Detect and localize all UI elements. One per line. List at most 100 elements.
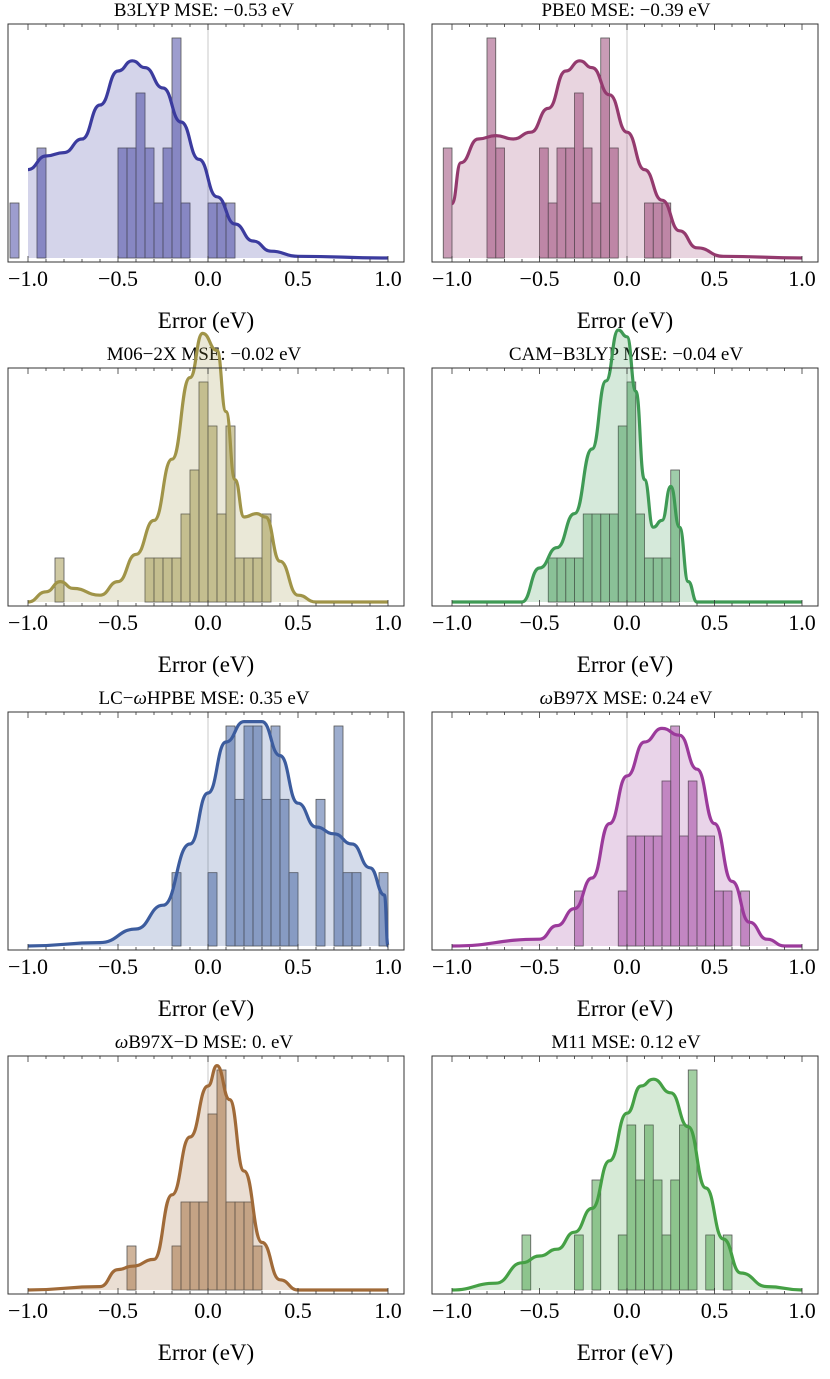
- density-area: [28, 60, 388, 258]
- density-area: [452, 330, 802, 602]
- x-tick-label: −0.5: [520, 954, 560, 979]
- x-tick-label: 1.0: [788, 954, 816, 979]
- x-tick-label: 0.5: [284, 1298, 312, 1323]
- chart-panel-5: LC−ωHPBE MSE: 0.35 eV −1.0 −0.5 0.0 0.5 1.0 Er…: [0, 688, 415, 1033]
- x-tick-label: −1.0: [8, 266, 48, 291]
- plot-frame: [7, 23, 405, 263]
- histogram-bar: [180, 202, 191, 259]
- x-axis-label: Error (eV): [577, 996, 673, 1021]
- density-curve: [451, 1077, 803, 1292]
- histogram-bar: [722, 1234, 733, 1291]
- x-tick-label: 0.5: [284, 610, 312, 635]
- x-tick-label: −0.5: [520, 610, 560, 635]
- x-tick-label: −1.0: [8, 1298, 48, 1323]
- chart-panel-2: PBE0 MSE: −0.39 eV −1.0 −0.5 0.0 0.5 1.0 Error…: [0, 0, 819, 345]
- chart-title: ωB97X−D MSE: 0. eV: [114, 1032, 294, 1053]
- x-tick-label: 0.5: [284, 266, 312, 291]
- x-tick-label: 1.0: [788, 266, 816, 291]
- histogram-bar: [207, 872, 218, 947]
- x-tick-label: −0.5: [98, 610, 138, 635]
- chart-title: ωB97X MSE: 0.24 eV: [539, 688, 713, 709]
- histogram-bar: [288, 872, 299, 947]
- density-area: [28, 721, 388, 946]
- x-axis-label: Error (eV): [577, 308, 673, 333]
- x-tick-label: 0.0: [613, 954, 641, 979]
- histogram-bar: [36, 147, 47, 259]
- histogram-bar: [609, 147, 619, 259]
- x-tick-label: −1.0: [432, 1298, 472, 1323]
- x-tick-label: 1.0: [374, 954, 402, 979]
- histogram-bar: [54, 557, 65, 603]
- x-tick-label: −1.0: [8, 610, 48, 635]
- x-axis-label: Error (eV): [577, 1340, 673, 1365]
- chart-svg: −1.0 −0.5 0.0 0.5 1.0 Error (eV): [7, 331, 405, 677]
- chart-title: M11 MSE: 0.12 eV: [551, 1032, 701, 1053]
- histogram-bar: [252, 1245, 263, 1291]
- histogram-bar: [9, 202, 20, 259]
- x-tick-label: 1.0: [374, 266, 402, 291]
- x-tick-label: 0.5: [701, 266, 729, 291]
- chart-svg: −1.0 −0.5 0.0 0.5 1.0 Error (eV): [7, 711, 405, 1021]
- x-tick-label: 0.0: [194, 954, 222, 979]
- histogram-bar: [705, 1234, 715, 1291]
- x-tick-label: −1.0: [432, 610, 472, 635]
- x-tick-label: 1.0: [374, 1298, 402, 1323]
- density-curve: [27, 1063, 388, 1292]
- x-tick-label: 1.0: [374, 610, 402, 635]
- plot-frame: [431, 1055, 819, 1295]
- histogram-bar: [495, 147, 505, 259]
- x-tick-label: −1.0: [432, 266, 472, 291]
- density-area: [28, 333, 388, 602]
- x-tick-label: 0.0: [194, 266, 222, 291]
- x-axis-label: Error (eV): [158, 308, 254, 333]
- x-axis-label: Error (eV): [158, 996, 254, 1021]
- plot-frame: [7, 1055, 405, 1295]
- density-curve: [450, 59, 803, 260]
- density-curve: [27, 720, 390, 948]
- histogram-bar: [670, 469, 680, 603]
- histogram-bar: [722, 890, 733, 947]
- histogram-bar: [225, 202, 236, 259]
- density-area: [452, 1079, 802, 1290]
- chart-panel-8: M11 MSE: 0.12 eV −1.0 −0.5 0.0 0.5 1.0 Error (…: [0, 1032, 819, 1377]
- plot-frame: [7, 367, 405, 607]
- histogram-bar: [574, 890, 584, 947]
- chart-svg: −1.0 −0.5 0.0 0.5 1.0 Error (eV): [7, 1055, 405, 1365]
- x-tick-label: 1.0: [788, 1298, 816, 1323]
- chart-title: B3LYP MSE: −0.53 eV: [113, 0, 295, 21]
- density-area: [28, 1065, 388, 1290]
- chart-svg: −1.0 −0.5 0.0 0.5 1.0 Error (eV): [431, 711, 819, 1021]
- x-tick-label: −0.5: [98, 1298, 138, 1323]
- density-curve: [27, 59, 389, 260]
- chart-svg: −1.0 −0.5 0.0 0.5 1.0 Error (eV): [7, 23, 405, 333]
- x-axis-label: Error (eV): [158, 1340, 254, 1365]
- x-tick-label: 0.5: [701, 1298, 729, 1323]
- plot-frame: [431, 367, 819, 607]
- density-area: [452, 60, 802, 258]
- x-tick-label: −0.5: [98, 954, 138, 979]
- x-tick-label: −0.5: [520, 1298, 560, 1323]
- x-tick-label: 0.0: [613, 610, 641, 635]
- x-tick-label: 0.5: [701, 954, 729, 979]
- histogram-bar: [351, 872, 362, 947]
- x-axis-label: Error (eV): [158, 652, 254, 677]
- chart-title: LC−ωHPBE MSE: 0.35 eV: [98, 688, 310, 709]
- histogram-bar: [591, 1179, 602, 1291]
- chart-svg: −1.0 −0.5 0.0 0.5 1.0 Error (eV): [431, 328, 819, 677]
- chart-panel-1: B3LYP MSE: −0.53 eV −1.0 −0.5 0.0 0.5 1.0 Erro…: [0, 0, 415, 345]
- histogram-bar: [261, 513, 272, 603]
- chart-panel-7: ωB97X−D MSE: 0. eV −1.0 −0.5 0.0 0.5 1.0 Error…: [0, 1032, 415, 1377]
- histogram-bar: [442, 147, 453, 259]
- x-tick-label: 0.0: [194, 610, 222, 635]
- x-tick-label: −0.5: [98, 266, 138, 291]
- density-area: [452, 728, 802, 946]
- plot-frame: [7, 711, 405, 951]
- x-tick-label: 0.0: [613, 266, 641, 291]
- histogram-bar: [574, 1234, 584, 1291]
- histogram-bar: [315, 798, 326, 947]
- x-tick-label: −0.5: [520, 266, 560, 291]
- chart-panel-6: ωB97X MSE: 0.24 eV −1.0 −0.5 0.0 0.5 1.0 Error…: [0, 688, 819, 1033]
- x-axis-label: Error (eV): [577, 652, 673, 677]
- density-curve: [451, 328, 802, 604]
